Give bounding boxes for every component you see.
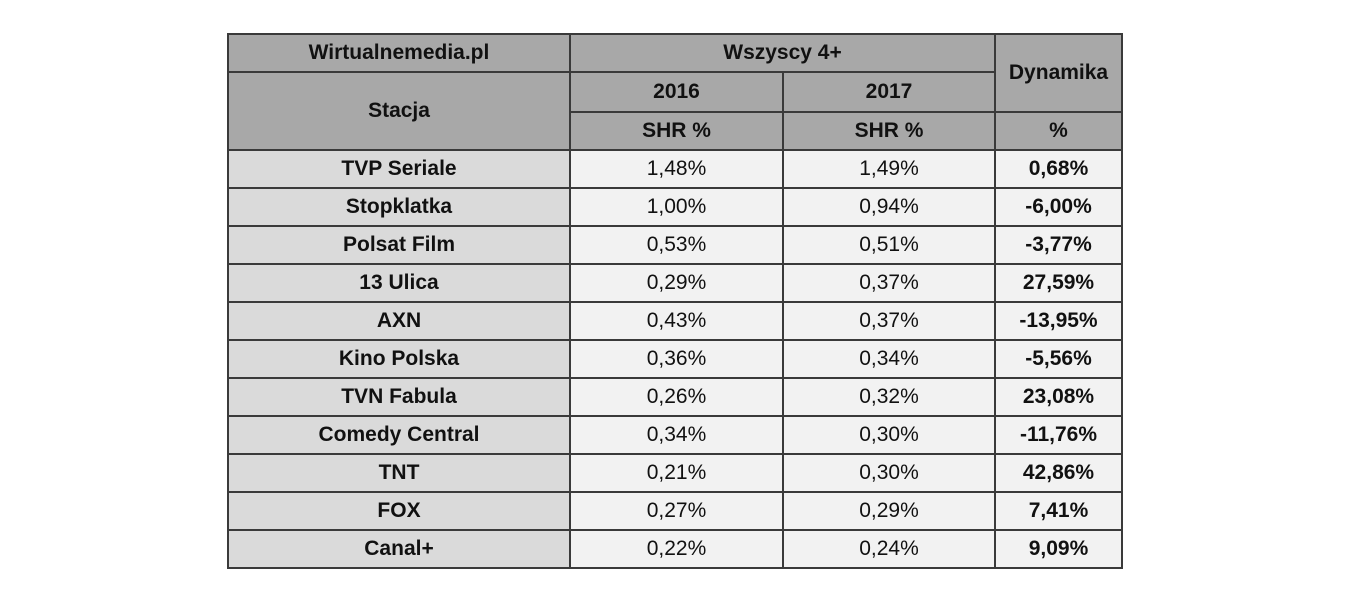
share-2016-cell: 0,27% <box>569 491 784 531</box>
table-row: Kino Polska 0,36% 0,34% -5,56% <box>227 339 1123 379</box>
dynamics-unit: % <box>994 111 1123 151</box>
share-2016-cell: 1,00% <box>569 187 784 227</box>
station-cell: Kino Polska <box>227 339 571 379</box>
share-2017-cell: 0,94% <box>782 187 996 227</box>
dynamics-cell: 23,08% <box>994 377 1123 417</box>
share-2016-cell: 0,34% <box>569 415 784 455</box>
share-2017-cell: 1,49% <box>782 149 996 189</box>
metric-label-2016: SHR % <box>569 111 784 151</box>
dynamics-cell: 27,59% <box>994 263 1123 303</box>
table-row: Polsat Film 0,53% 0,51% -3,77% <box>227 225 1123 265</box>
dynamics-cell: -5,56% <box>994 339 1123 379</box>
dynamics-cell: 42,86% <box>994 453 1123 493</box>
dynamics-cell: -11,76% <box>994 415 1123 455</box>
year-header-2016: 2016 <box>569 71 784 113</box>
dynamics-cell: 9,09% <box>994 529 1123 569</box>
share-2017-cell: 0,30% <box>782 415 996 455</box>
header-row-1: Wirtualnemedia.pl Wszyscy 4+ Dynamika <box>227 33 1123 113</box>
dynamics-cell: 7,41% <box>994 491 1123 531</box>
share-2017-cell: 0,29% <box>782 491 996 531</box>
table-row: Stopklatka 1,00% 0,94% -6,00% <box>227 187 1123 227</box>
station-cell: 13 Ulica <box>227 263 571 303</box>
station-cell: TVP Seriale <box>227 149 571 189</box>
dynamics-cell: -3,77% <box>994 225 1123 265</box>
share-2016-cell: 0,26% <box>569 377 784 417</box>
station-cell: TVN Fabula <box>227 377 571 417</box>
dynamics-cell: -6,00% <box>994 187 1123 227</box>
tv-share-table: Wirtualnemedia.pl Wszyscy 4+ Dynamika St… <box>227 33 1123 569</box>
station-cell: Comedy Central <box>227 415 571 455</box>
share-2016-cell: 0,36% <box>569 339 784 379</box>
share-2016-cell: 0,53% <box>569 225 784 265</box>
station-cell: Polsat Film <box>227 225 571 265</box>
share-2016-cell: 0,21% <box>569 453 784 493</box>
share-2017-cell: 0,37% <box>782 301 996 341</box>
share-2017-cell: 0,24% <box>782 529 996 569</box>
share-2016-cell: 1,48% <box>569 149 784 189</box>
share-2016-cell: 0,22% <box>569 529 784 569</box>
share-2017-cell: 0,30% <box>782 453 996 493</box>
corner-label: Wirtualnemedia.pl <box>227 33 571 73</box>
table-row: 13 Ulica 0,29% 0,37% 27,59% <box>227 263 1123 303</box>
table-row: FOX 0,27% 0,29% 7,41% <box>227 491 1123 531</box>
table-row: TVN Fabula 0,26% 0,32% 23,08% <box>227 377 1123 417</box>
table-row: Comedy Central 0,34% 0,30% -11,76% <box>227 415 1123 455</box>
group-label: Wszyscy 4+ <box>569 33 996 73</box>
dynamics-cell: -13,95% <box>994 301 1123 341</box>
table-row: TNT 0,21% 0,30% 42,86% <box>227 453 1123 493</box>
header-row-2: Stacja 2016 2017 <box>227 71 1122 151</box>
share-2017-cell: 0,34% <box>782 339 996 379</box>
share-2016-cell: 0,29% <box>569 263 784 303</box>
dynamics-cell: 0,68% <box>994 149 1123 189</box>
table-row: Canal+ 0,22% 0,24% 9,09% <box>227 529 1123 569</box>
station-cell: Stopklatka <box>227 187 571 227</box>
station-cell: FOX <box>227 491 571 531</box>
station-header: Stacja <box>227 71 571 151</box>
station-cell: AXN <box>227 301 571 341</box>
share-2017-cell: 0,37% <box>782 263 996 303</box>
station-cell: TNT <box>227 453 571 493</box>
station-cell: Canal+ <box>227 529 571 569</box>
dynamics-header: Dynamika <box>994 33 1123 113</box>
year-header-2017: 2017 <box>782 71 996 113</box>
share-2016-cell: 0,43% <box>569 301 784 341</box>
header-row-3: SHR % SHR % % <box>228 111 1123 151</box>
share-2017-cell: 0,51% <box>782 225 996 265</box>
share-2017-cell: 0,32% <box>782 377 996 417</box>
table-row: TVP Seriale 1,48% 1,49% 0,68% <box>227 149 1123 189</box>
table-row: AXN 0,43% 0,37% -13,95% <box>227 301 1123 341</box>
metric-label-2017: SHR % <box>782 111 996 151</box>
